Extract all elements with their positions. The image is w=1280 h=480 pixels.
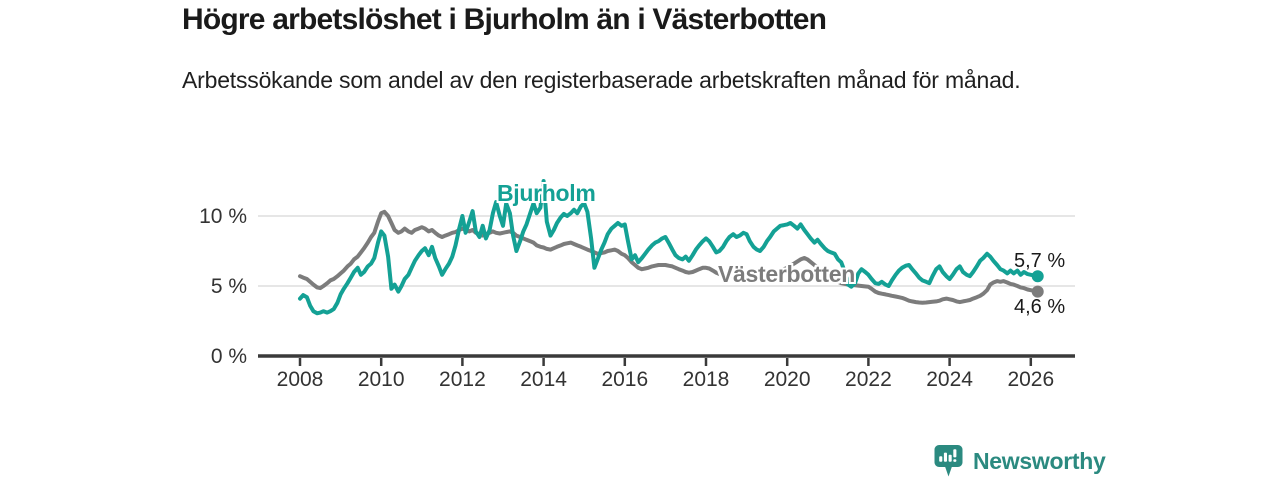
series-label-bjurholm: Bjurholm — [497, 180, 596, 206]
newsworthy-logo-text: Newsworthy — [973, 447, 1106, 474]
x-tick-label: 2008 — [277, 368, 324, 391]
x-tick-label: 2014 — [520, 368, 567, 391]
chart-title: Högre arbetslöshet i Bjurholm än i Väste… — [182, 3, 827, 36]
series-line-bjurholm — [298, 179, 1040, 316]
chart-subtitle: Arbetssökande som andel av den registerb… — [182, 67, 1021, 93]
x-tick-label: 2018 — [683, 368, 730, 391]
x-tick-label: 2020 — [764, 368, 811, 391]
y-tick-label: 0 % — [211, 345, 247, 368]
x-tick-label: 2010 — [358, 368, 405, 391]
end-value-label-vasterbotten: 4,6 % — [1014, 296, 1066, 318]
series-label-vasterbotten: Västerbotten — [718, 261, 855, 287]
newsworthy-badge-icon — [934, 445, 963, 477]
newsworthy-logo[interactable]: Newsworthy — [933, 444, 1106, 478]
series-line-västerbotten — [298, 209, 1040, 305]
y-tick-label: 10 % — [199, 205, 247, 228]
x-tick-label: 2012 — [439, 368, 486, 391]
end-dot-västerbotten — [1031, 285, 1044, 298]
x-tick-label: 2022 — [845, 368, 892, 391]
end-dot-bjurholm — [1031, 270, 1044, 283]
x-tick-label: 2024 — [926, 368, 973, 391]
x-tick-label: 2016 — [601, 368, 648, 391]
y-tick-label: 5 % — [211, 275, 247, 298]
end-value-label-bjurholm: 5,7 % — [1014, 250, 1066, 272]
x-tick-label: 2026 — [1007, 368, 1054, 391]
